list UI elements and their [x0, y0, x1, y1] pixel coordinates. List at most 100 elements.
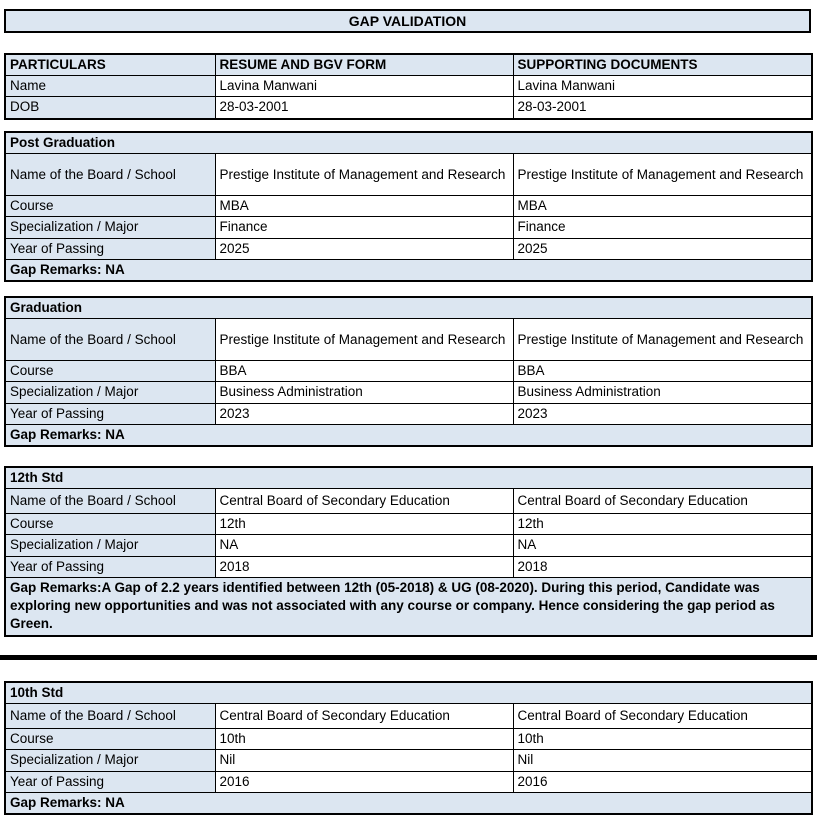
- table-row: Course 12th 12th: [4, 513, 813, 536]
- table-row: Specialization / Major Nil Nil: [4, 749, 813, 772]
- cell-resume: 2016: [214, 770, 514, 793]
- section-title: Post Graduation: [4, 131, 813, 155]
- row-label: Course: [4, 728, 216, 751]
- cell-resume: 2018: [214, 555, 514, 578]
- row-label: Name of the Board / School: [4, 318, 216, 362]
- page-title-text: GAP VALIDATION: [348, 13, 467, 29]
- cell-supporting: Prestige Institute of Management and Res…: [512, 318, 813, 362]
- table-row: Course MBA MBA: [4, 195, 813, 218]
- cell-resume: Central Board of Secondary Education: [214, 488, 514, 515]
- row-label: Name of the Board / School: [4, 153, 216, 197]
- gap-remarks-row: Gap Remarks: NA: [4, 423, 813, 447]
- table-row: Course 10th 10th: [4, 728, 813, 751]
- gap-remarks: Gap Remarks: NA: [4, 791, 813, 815]
- row-label: Specialization / Major: [4, 381, 216, 404]
- cell-resume: 2023: [214, 402, 514, 425]
- gap-remarks: Gap Remarks: NA: [4, 423, 813, 447]
- table-row: Specialization / Major Business Administ…: [4, 381, 813, 404]
- column-header-supporting: SUPPORTING DOCUMENTS: [512, 53, 813, 77]
- cell-supporting: Lavina Manwani: [512, 75, 813, 98]
- cell-supporting: MBA: [512, 195, 813, 218]
- gap-remarks-row: Gap Remarks: NA: [4, 258, 813, 282]
- cell-resume: Business Administration: [214, 381, 514, 404]
- gap-remarks-row: Gap Remarks:A Gap of 2.2 years identifie…: [4, 576, 813, 637]
- row-label: Specialization / Major: [4, 534, 216, 557]
- row-label: Course: [4, 513, 216, 536]
- cell-supporting: 10th: [512, 728, 813, 751]
- row-label: DOB: [4, 96, 216, 120]
- cell-supporting: Business Administration: [512, 381, 813, 404]
- particulars-table: PARTICULARS RESUME AND BGV FORM SUPPORTI…: [4, 53, 813, 120]
- column-header-resume: RESUME AND BGV FORM: [214, 53, 514, 77]
- row-label: Year of Passing: [4, 770, 216, 793]
- table-row: Year of Passing 2023 2023: [4, 402, 813, 425]
- row-label: Course: [4, 360, 216, 383]
- section-header-row: Graduation: [4, 296, 813, 320]
- cell-supporting: BBA: [512, 360, 813, 383]
- section-divider-line: [0, 655, 817, 660]
- cell-resume: 2025: [214, 237, 514, 260]
- cell-supporting: Prestige Institute of Management and Res…: [512, 153, 813, 197]
- section-header-row: 10th Std: [4, 681, 813, 705]
- table-row: Name Lavina Manwani Lavina Manwani: [4, 75, 813, 98]
- section-12th-std: 12th Std Name of the Board / School Cent…: [4, 466, 814, 637]
- cell-supporting: 2025: [512, 237, 813, 260]
- section-header-row: Post Graduation: [4, 131, 813, 155]
- cell-supporting: 28-03-2001: [512, 96, 813, 120]
- cell-supporting: Nil: [512, 749, 813, 772]
- page-title: GAP VALIDATION: [4, 9, 811, 33]
- cell-resume: 10th: [214, 728, 514, 751]
- table-row: Year of Passing 2018 2018: [4, 555, 813, 578]
- section-10th-std: 10th Std Name of the Board / School Cent…: [4, 681, 814, 815]
- cell-supporting: Central Board of Secondary Education: [512, 488, 813, 515]
- section-header-row: 12th Std: [4, 466, 813, 490]
- cell-resume: 12th: [214, 513, 514, 536]
- cell-resume: Nil: [214, 749, 514, 772]
- cell-supporting: 12th: [512, 513, 813, 536]
- row-label: Specialization / Major: [4, 749, 216, 772]
- table-row: Name of the Board / School Prestige Inst…: [4, 318, 813, 362]
- row-label: Course: [4, 195, 216, 218]
- cell-resume: BBA: [214, 360, 514, 383]
- table-row: Name of the Board / School Central Board…: [4, 488, 813, 515]
- cell-supporting: 2018: [512, 555, 813, 578]
- section-graduation: Graduation Name of the Board / School Pr…: [4, 296, 814, 448]
- cell-supporting: Central Board of Secondary Education: [512, 703, 813, 730]
- table-row: Year of Passing 2016 2016: [4, 770, 813, 793]
- table-header-row: PARTICULARS RESUME AND BGV FORM SUPPORTI…: [4, 53, 813, 77]
- table-row: Course BBA BBA: [4, 360, 813, 383]
- cell-resume: Central Board of Secondary Education: [214, 703, 514, 730]
- row-label: Year of Passing: [4, 555, 216, 578]
- row-label: Specialization / Major: [4, 216, 216, 239]
- table-row: Specialization / Major NA NA: [4, 534, 813, 557]
- cell-supporting: Finance: [512, 216, 813, 239]
- gap-remarks: Gap Remarks:A Gap of 2.2 years identifie…: [4, 576, 813, 637]
- row-label: Year of Passing: [4, 402, 216, 425]
- cell-supporting: 2023: [512, 402, 813, 425]
- cell-resume: MBA: [214, 195, 514, 218]
- row-label: Year of Passing: [4, 237, 216, 260]
- column-header-particulars: PARTICULARS: [4, 53, 216, 77]
- gap-remarks-row: Gap Remarks: NA: [4, 791, 813, 815]
- cell-resume: NA: [214, 534, 514, 557]
- cell-resume: 28-03-2001: [214, 96, 514, 120]
- row-label: Name of the Board / School: [4, 703, 216, 730]
- table-row: Name of the Board / School Central Board…: [4, 703, 813, 730]
- section-title: 12th Std: [4, 466, 813, 490]
- section-post-graduation: Post Graduation Name of the Board / Scho…: [4, 131, 814, 283]
- table-row: Name of the Board / School Prestige Inst…: [4, 153, 813, 197]
- cell-resume: Prestige Institute of Management and Res…: [214, 153, 514, 197]
- cell-resume: Finance: [214, 216, 514, 239]
- table-row: DOB 28-03-2001 28-03-2001: [4, 96, 813, 120]
- cell-supporting: NA: [512, 534, 813, 557]
- section-title: 10th Std: [4, 681, 813, 705]
- cell-resume: Prestige Institute of Management and Res…: [214, 318, 514, 362]
- row-label: Name of the Board / School: [4, 488, 216, 515]
- row-label: Name: [4, 75, 216, 98]
- table-row: Year of Passing 2025 2025: [4, 237, 813, 260]
- section-title: Graduation: [4, 296, 813, 320]
- table-row: Specialization / Major Finance Finance: [4, 216, 813, 239]
- cell-supporting: 2016: [512, 770, 813, 793]
- cell-resume: Lavina Manwani: [214, 75, 514, 98]
- gap-remarks: Gap Remarks: NA: [4, 258, 813, 282]
